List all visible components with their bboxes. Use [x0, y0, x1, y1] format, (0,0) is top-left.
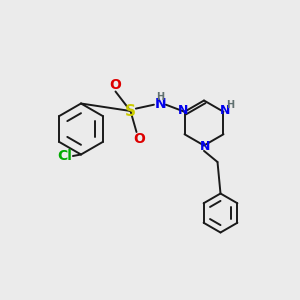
Text: Cl: Cl — [57, 149, 72, 163]
Text: N: N — [155, 97, 166, 110]
Text: S: S — [125, 103, 136, 118]
Text: N: N — [220, 104, 230, 117]
Text: N: N — [200, 140, 211, 153]
Text: O: O — [133, 132, 145, 145]
Text: N: N — [178, 104, 188, 117]
Text: O: O — [110, 78, 122, 92]
Text: H: H — [156, 92, 165, 102]
Text: H: H — [226, 100, 234, 110]
